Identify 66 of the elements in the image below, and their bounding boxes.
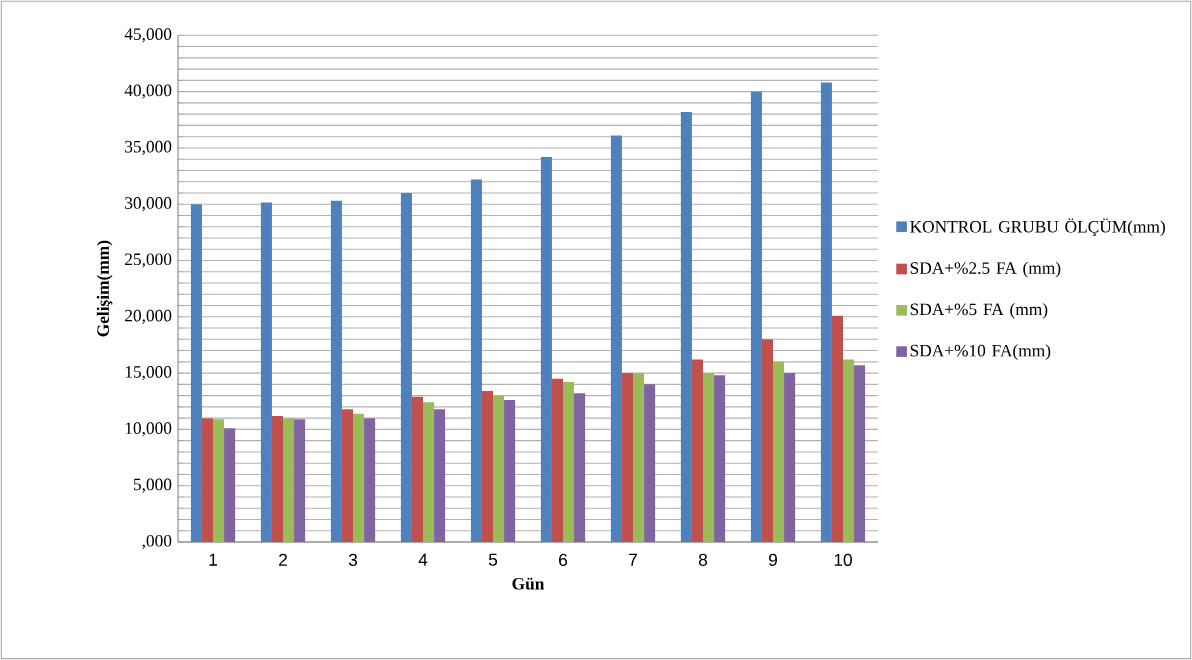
x-axis-title: Gün bbox=[512, 577, 545, 590]
bar bbox=[434, 409, 446, 542]
bar bbox=[843, 359, 855, 542]
bar bbox=[563, 382, 575, 542]
bar bbox=[691, 359, 703, 542]
y-tick-label: ,000 bbox=[142, 534, 172, 550]
bar bbox=[423, 402, 435, 542]
x-tick-label: 1 bbox=[209, 553, 217, 566]
y-tick-label: 20,000 bbox=[125, 309, 172, 324]
bar bbox=[271, 415, 284, 542]
bar bbox=[330, 200, 342, 542]
bar bbox=[644, 384, 656, 542]
bar bbox=[470, 179, 482, 542]
bar bbox=[540, 156, 552, 542]
bar bbox=[504, 400, 516, 542]
legend-label: SDA+%5 FA (mm) bbox=[910, 303, 1048, 319]
legend-label: SDA+%2.5 FA (mm) bbox=[910, 261, 1061, 278]
bar bbox=[703, 373, 715, 542]
bar bbox=[761, 339, 773, 542]
bar bbox=[400, 192, 412, 542]
y-tick-label: 40,000 bbox=[124, 84, 172, 99]
y-tick-label: 25,000 bbox=[125, 253, 172, 268]
x-tick-label: 9 bbox=[768, 553, 777, 566]
x-tick-label: 8 bbox=[698, 553, 708, 566]
legend-label: KONTROL GRUBU ÖLÇÜM(mm) bbox=[910, 218, 1165, 237]
x-tick-label: 5 bbox=[488, 553, 498, 566]
bar bbox=[481, 391, 494, 542]
bar bbox=[353, 413, 365, 542]
bar bbox=[190, 204, 202, 542]
bar bbox=[680, 111, 692, 542]
x-tick-label: 3 bbox=[348, 553, 358, 566]
bar bbox=[820, 82, 832, 542]
bar bbox=[493, 395, 505, 542]
y-tick-label: 10,000 bbox=[125, 422, 172, 437]
bar bbox=[750, 91, 762, 542]
y-tick-label: 5,000 bbox=[133, 478, 172, 493]
bar bbox=[773, 361, 785, 542]
x-tick-label: 6 bbox=[559, 553, 568, 566]
bar bbox=[621, 373, 633, 542]
bar bbox=[341, 409, 354, 542]
y-tick-label: 30,000 bbox=[125, 197, 172, 212]
bar bbox=[551, 378, 563, 542]
x-tick-label: 4 bbox=[418, 553, 428, 566]
y-axis-title: Gelişim(mm) bbox=[96, 240, 113, 337]
y-tick-label: 15,000 bbox=[125, 366, 172, 381]
x-tick-label: 7 bbox=[629, 553, 637, 566]
bar bbox=[633, 373, 645, 542]
x-tick-label: 2 bbox=[279, 553, 287, 566]
bar bbox=[831, 315, 843, 542]
y-tick-label: 45,000 bbox=[124, 28, 172, 43]
bar bbox=[224, 428, 236, 542]
bar bbox=[784, 373, 796, 542]
bar bbox=[201, 418, 214, 542]
y-tick-label: 35,000 bbox=[125, 140, 172, 156]
bar bbox=[260, 202, 272, 542]
bar bbox=[283, 418, 295, 542]
bar bbox=[364, 418, 376, 542]
bar bbox=[854, 365, 866, 542]
bar bbox=[574, 393, 586, 542]
bar bbox=[610, 135, 622, 542]
bar bbox=[714, 375, 726, 542]
bar bbox=[294, 419, 306, 542]
legend-label: SDA+%10 FA(mm) bbox=[910, 344, 1051, 360]
x-tick-label: 10 bbox=[834, 553, 852, 566]
bar bbox=[213, 419, 225, 542]
bar bbox=[411, 396, 424, 542]
